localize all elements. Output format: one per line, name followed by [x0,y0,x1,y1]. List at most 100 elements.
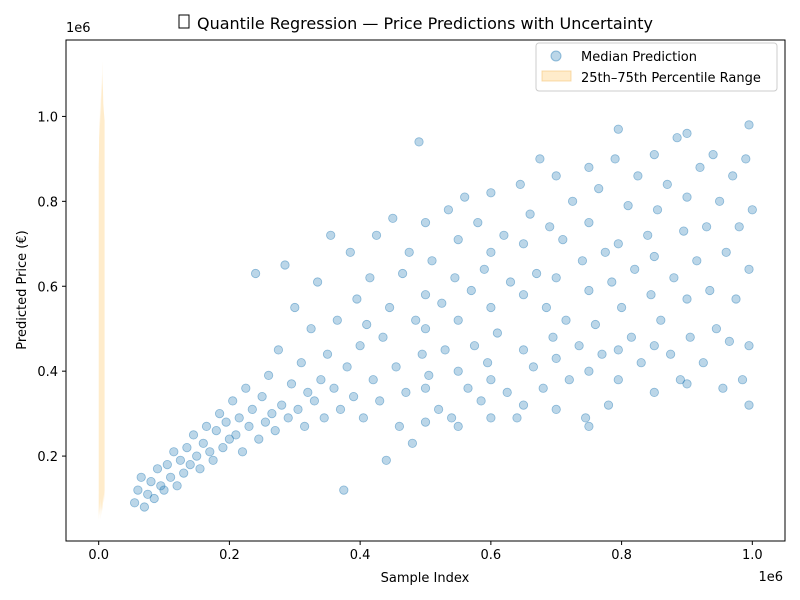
scatter-point [290,302,300,313]
scatter-point [365,273,375,283]
scatter-point [228,396,238,406]
scatter-point [332,315,342,325]
scatter-point [201,421,212,431]
scatter-point [453,421,463,431]
chart-title-group: Quantile Regression — Price Predictions … [178,14,653,33]
scatter-point [682,192,692,202]
scatter-point [744,120,754,130]
scatter-point [649,251,659,262]
scatter-point [616,302,627,313]
scatter-point [231,430,241,440]
scatter-point [597,349,607,359]
x-tick-label: 1.0 [742,548,763,563]
scatter-point [698,358,708,368]
scatter-point [378,332,388,342]
scatter-point [486,188,496,198]
scatter-point [277,400,287,410]
scatter-point [414,137,424,147]
scatter-point [375,396,385,406]
x-axis-label: Sample Index [381,571,470,586]
scatter-point [411,315,421,325]
legend-box [535,42,778,92]
scatter-point [649,341,659,351]
scatter-point [479,264,489,274]
scatter-point [179,468,189,478]
scatter-point [695,162,705,172]
scatter-point [247,404,257,414]
scatter-point [613,239,623,249]
scatter-point [348,391,359,402]
scatter-point [185,459,195,470]
scatter-point [319,413,329,423]
scatter-point [162,459,172,470]
scatter-point [221,417,231,427]
scatter-point [656,315,666,325]
scatter-point [273,345,283,355]
scatter-point [420,417,431,427]
scatter-point [744,341,754,351]
scatter-point [613,375,623,385]
scatter-point [407,438,417,448]
scatter-point [675,375,686,385]
scatter-point [741,154,751,164]
scatter-point [306,324,316,334]
scatter-point [672,133,682,143]
scatter-point [515,179,525,189]
scatter-point [391,362,401,372]
scatter-point [417,349,427,359]
scatter-point [558,235,568,245]
percentile-band [98,61,105,520]
scatter-point [744,400,754,410]
scatter-point [371,230,382,240]
scatter-point [427,256,437,266]
scatter-point [446,413,457,423]
scatter-point [329,383,339,393]
scatter-point [166,472,176,482]
scatter-point [584,421,594,431]
legend-label-median: Median Prediction [581,50,697,65]
scatter-point [551,273,561,283]
scatter-point [630,264,640,274]
scatter-point [548,332,558,342]
scatter-point [682,294,692,304]
scatter-point [175,455,185,465]
scatter-point [251,268,261,279]
scatter-point [580,413,591,423]
scatter-point [551,404,561,414]
scatter-point [453,235,463,245]
scatter-point [649,387,659,397]
scatter-point [424,370,434,380]
scatter-point [607,277,617,287]
scatter-point [322,349,333,359]
scatter-point [218,442,228,453]
scatter-point [469,341,480,351]
scatter-point [528,362,539,372]
legend: Median Prediction 25th–75th Percentile R… [535,42,778,92]
scatter-point [316,375,326,385]
scatter-point [326,230,336,240]
scatter-point [254,434,264,444]
scatter-point [545,222,555,232]
y-offset-label: 1e6 [66,21,91,36]
scatter-point [440,345,450,355]
scatter-point [747,205,757,215]
scatter-point [574,341,584,351]
scatter-point [649,150,659,160]
scatter-point [130,498,140,508]
scatter-point [538,383,548,393]
scatter-point [486,302,496,313]
scatter-point [205,447,215,457]
scatter-point [662,179,672,189]
scatter-point [584,218,594,228]
scatter-point [339,485,349,495]
scatter-point [453,366,463,376]
scatter-point [420,290,431,300]
scatter-point [685,332,695,342]
scatter-point [303,387,313,397]
scatter-point [577,256,588,266]
scatter-point [211,425,221,436]
scatter-point [718,383,728,393]
scatter-point [397,268,408,279]
scatter-point [603,400,614,410]
scatter-point [463,383,473,393]
